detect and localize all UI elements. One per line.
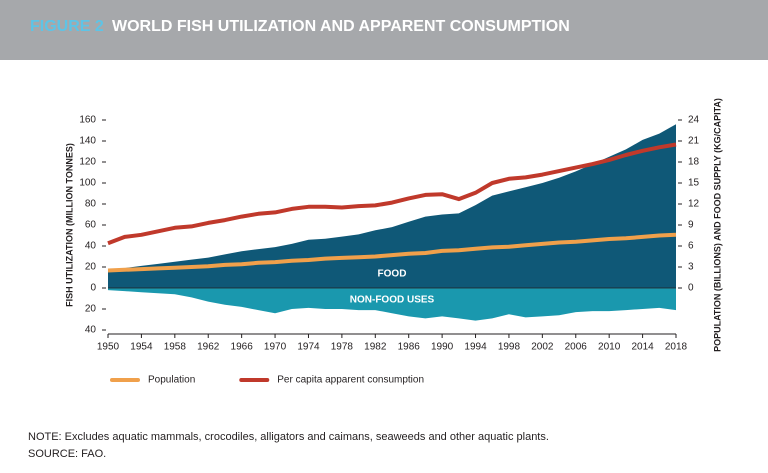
area-label: NON-FOOD USES	[350, 295, 435, 306]
y2-tick-label: 21	[688, 136, 700, 147]
y2-tick-label: 24	[688, 115, 700, 126]
legend-label: Per capita apparent consumption	[277, 375, 424, 386]
x-tick-label: 1978	[331, 342, 354, 353]
line	[107, 142, 677, 246]
x-tick-label: 1998	[498, 342, 521, 353]
area	[108, 124, 676, 288]
y-tick-label: 40	[85, 325, 97, 336]
y2-tick-label: 12	[688, 199, 700, 210]
x-tick-label: 2006	[565, 342, 588, 353]
x-tick-label: 1966	[231, 342, 254, 353]
x-tick-label: 1958	[164, 342, 187, 353]
note: NOTE: Excludes aquatic mammals, crocodil…	[28, 431, 549, 443]
x-tick-label: 2010	[598, 342, 621, 353]
y-tick-label: 60	[85, 220, 97, 231]
y-tick-label: 160	[79, 115, 96, 126]
y2-tick-label: 3	[688, 262, 694, 273]
line	[107, 232, 677, 273]
x-tick-label: 2018	[665, 342, 688, 353]
x-tick-label: 1970	[264, 342, 287, 353]
chart-title: WORLD FISH UTILIZATION AND APPARENT CONS…	[112, 18, 570, 35]
y-tick-label: 0	[90, 283, 96, 294]
y-tick-label: 140	[79, 136, 96, 147]
legend-label: Population	[148, 375, 195, 386]
y2-tick-label: 6	[688, 241, 694, 252]
y2-tick-label: 0	[688, 283, 694, 294]
x-tick-label: 1962	[197, 342, 220, 353]
y-tick-label: 120	[79, 157, 96, 168]
y-tick-label: 80	[85, 199, 97, 210]
y2-tick-label: 18	[688, 157, 700, 168]
x-tick-label: 1974	[297, 342, 320, 353]
y-tick-label: 20	[85, 262, 97, 273]
y-tick-label: 40	[85, 241, 97, 252]
y-tick-label: 100	[79, 178, 96, 189]
source: SOURCE: FAO.	[28, 448, 106, 460]
y2-tick-label: 9	[688, 220, 694, 231]
x-tick-label: 2002	[531, 342, 554, 353]
area-label: FOOD	[378, 269, 407, 280]
x-tick-label: 1990	[431, 342, 454, 353]
area	[108, 288, 676, 321]
y2-tick-label: 15	[688, 178, 700, 189]
x-tick-label: 1994	[464, 342, 487, 353]
x-tick-label: 1982	[364, 342, 387, 353]
x-tick-label: 2014	[631, 342, 654, 353]
header-band	[0, 0, 768, 60]
y-tick-label: 20	[85, 304, 97, 315]
y2-axis-label: POPULATION (BILLIONS) AND FOOD SUPPLY (K…	[712, 98, 722, 352]
figure-label: FIGURE 2	[30, 18, 104, 35]
y-axis-label: FISH UTILIZATION (MILLION TONNES)	[64, 143, 74, 307]
x-tick-label: 1950	[97, 342, 120, 353]
x-tick-label: 1954	[130, 342, 153, 353]
x-tick-label: 1986	[398, 342, 421, 353]
